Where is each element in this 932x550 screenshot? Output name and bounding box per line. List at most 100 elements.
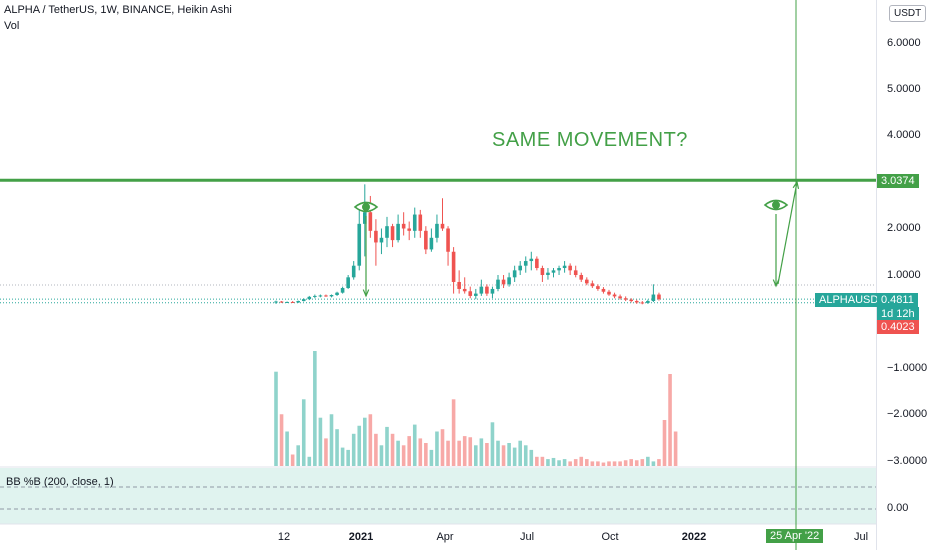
volume-bar: [335, 429, 339, 466]
volume-bar: [468, 437, 473, 466]
candle-body: [523, 261, 528, 266]
candle-body: [507, 277, 511, 285]
volume-bar: [507, 443, 511, 466]
candle-body: [446, 228, 450, 252]
candle-body: [462, 288, 467, 292]
volume-bar: [363, 417, 367, 466]
eye-pupil: [772, 201, 780, 209]
volume-bar: [474, 445, 478, 466]
candle-body: [335, 292, 339, 295]
volume-bar: [485, 443, 489, 466]
candle-body: [612, 294, 617, 297]
price-label: 6.0000: [887, 37, 921, 49]
candle-body: [368, 212, 373, 231]
candle-body: [374, 230, 378, 243]
volume-bar: [529, 449, 534, 466]
countdown-tag: 1d 12h: [877, 307, 919, 321]
candle-body: [279, 301, 284, 303]
volume-bar: [390, 433, 395, 466]
candle-body: [313, 295, 317, 297]
candle-body: [307, 296, 312, 300]
price-label: −2.0000: [887, 408, 928, 420]
volume-bar: [535, 456, 539, 466]
candle-body: [646, 301, 650, 303]
volume-bar: [279, 414, 284, 466]
cursor-date-tag: 25 Apr '22: [766, 529, 824, 543]
volume-bar: [379, 445, 384, 466]
candle-body: [457, 281, 461, 289]
candle-body: [296, 301, 300, 303]
arrow-down-head: [362, 289, 370, 298]
volume-bar: [557, 460, 561, 466]
volume-bar: [668, 374, 672, 466]
volume-bar: [496, 440, 500, 466]
candle-body: [451, 251, 456, 282]
candle-body: [329, 294, 334, 297]
arrow-up: [777, 181, 798, 285]
candle-body: [318, 295, 323, 297]
arrow-down-head: [772, 279, 780, 288]
candle-body: [551, 270, 556, 273]
candle-body: [424, 230, 428, 250]
candle-body: [629, 299, 633, 302]
volume-bar: [540, 456, 545, 466]
volume-bar: [307, 456, 312, 466]
volume-bar: [418, 438, 423, 466]
annotation-text: SAME MOVEMENT?: [492, 129, 688, 151]
volume-bar: [401, 445, 406, 466]
candle-body: [379, 237, 384, 243]
volume-bar: [313, 351, 317, 466]
candle-body: [651, 294, 656, 302]
candle-body: [557, 268, 561, 271]
volume-bar: [424, 443, 428, 466]
volume-bar: [612, 461, 617, 466]
candle-body: [346, 277, 350, 289]
volume-bar: [546, 459, 550, 466]
volume-bar: [479, 438, 484, 466]
volume-bar: [446, 440, 450, 466]
candle-body: [357, 223, 362, 266]
price-axis[interactable]: [876, 0, 932, 550]
candle-body: [274, 301, 278, 303]
candle-body: [501, 279, 506, 285]
volume-bar: [623, 460, 628, 466]
arrow-up-head: [792, 180, 800, 189]
volume-bar: [651, 461, 656, 466]
indicator-label: BB %B (200, close, 1): [6, 476, 114, 488]
volume-bar: [551, 457, 556, 466]
indicator-zero-label: 0.00: [887, 502, 909, 514]
volume-bar: [457, 440, 461, 466]
price-label: −1.0000: [887, 362, 928, 374]
candle-body: [324, 295, 328, 297]
candle-body: [485, 286, 489, 294]
volume-bar: [385, 426, 389, 466]
candle-body: [390, 226, 395, 241]
candle-body: [490, 288, 495, 294]
candle-body: [529, 258, 534, 262]
resistance-price-tag: 3.0374: [877, 174, 919, 188]
price-label: 1.0000: [887, 269, 921, 281]
candle-body: [640, 302, 645, 304]
candle-body: [623, 298, 628, 300]
volume-bar: [351, 433, 356, 466]
price-label: 5.0000: [887, 83, 921, 95]
volume-bar: [640, 459, 645, 466]
volume-bar: [318, 417, 323, 466]
candle-body: [440, 223, 445, 229]
volume-bar: [662, 420, 667, 466]
time-label: 2022: [681, 531, 707, 543]
currency-button[interactable]: USDT: [889, 5, 927, 22]
candle-body: [351, 265, 356, 278]
indicator-band: [0, 468, 876, 524]
candle-body: [435, 223, 439, 238]
candle-body: [590, 283, 595, 287]
time-label: Jul: [853, 531, 869, 543]
time-label: Apr: [436, 531, 454, 543]
candle-body: [535, 258, 539, 269]
volume-bar: [673, 431, 678, 466]
candle-body: [518, 265, 522, 271]
volume-bar: [412, 424, 417, 466]
price-label: −3.0000: [887, 455, 928, 467]
volume-bar: [396, 440, 400, 466]
